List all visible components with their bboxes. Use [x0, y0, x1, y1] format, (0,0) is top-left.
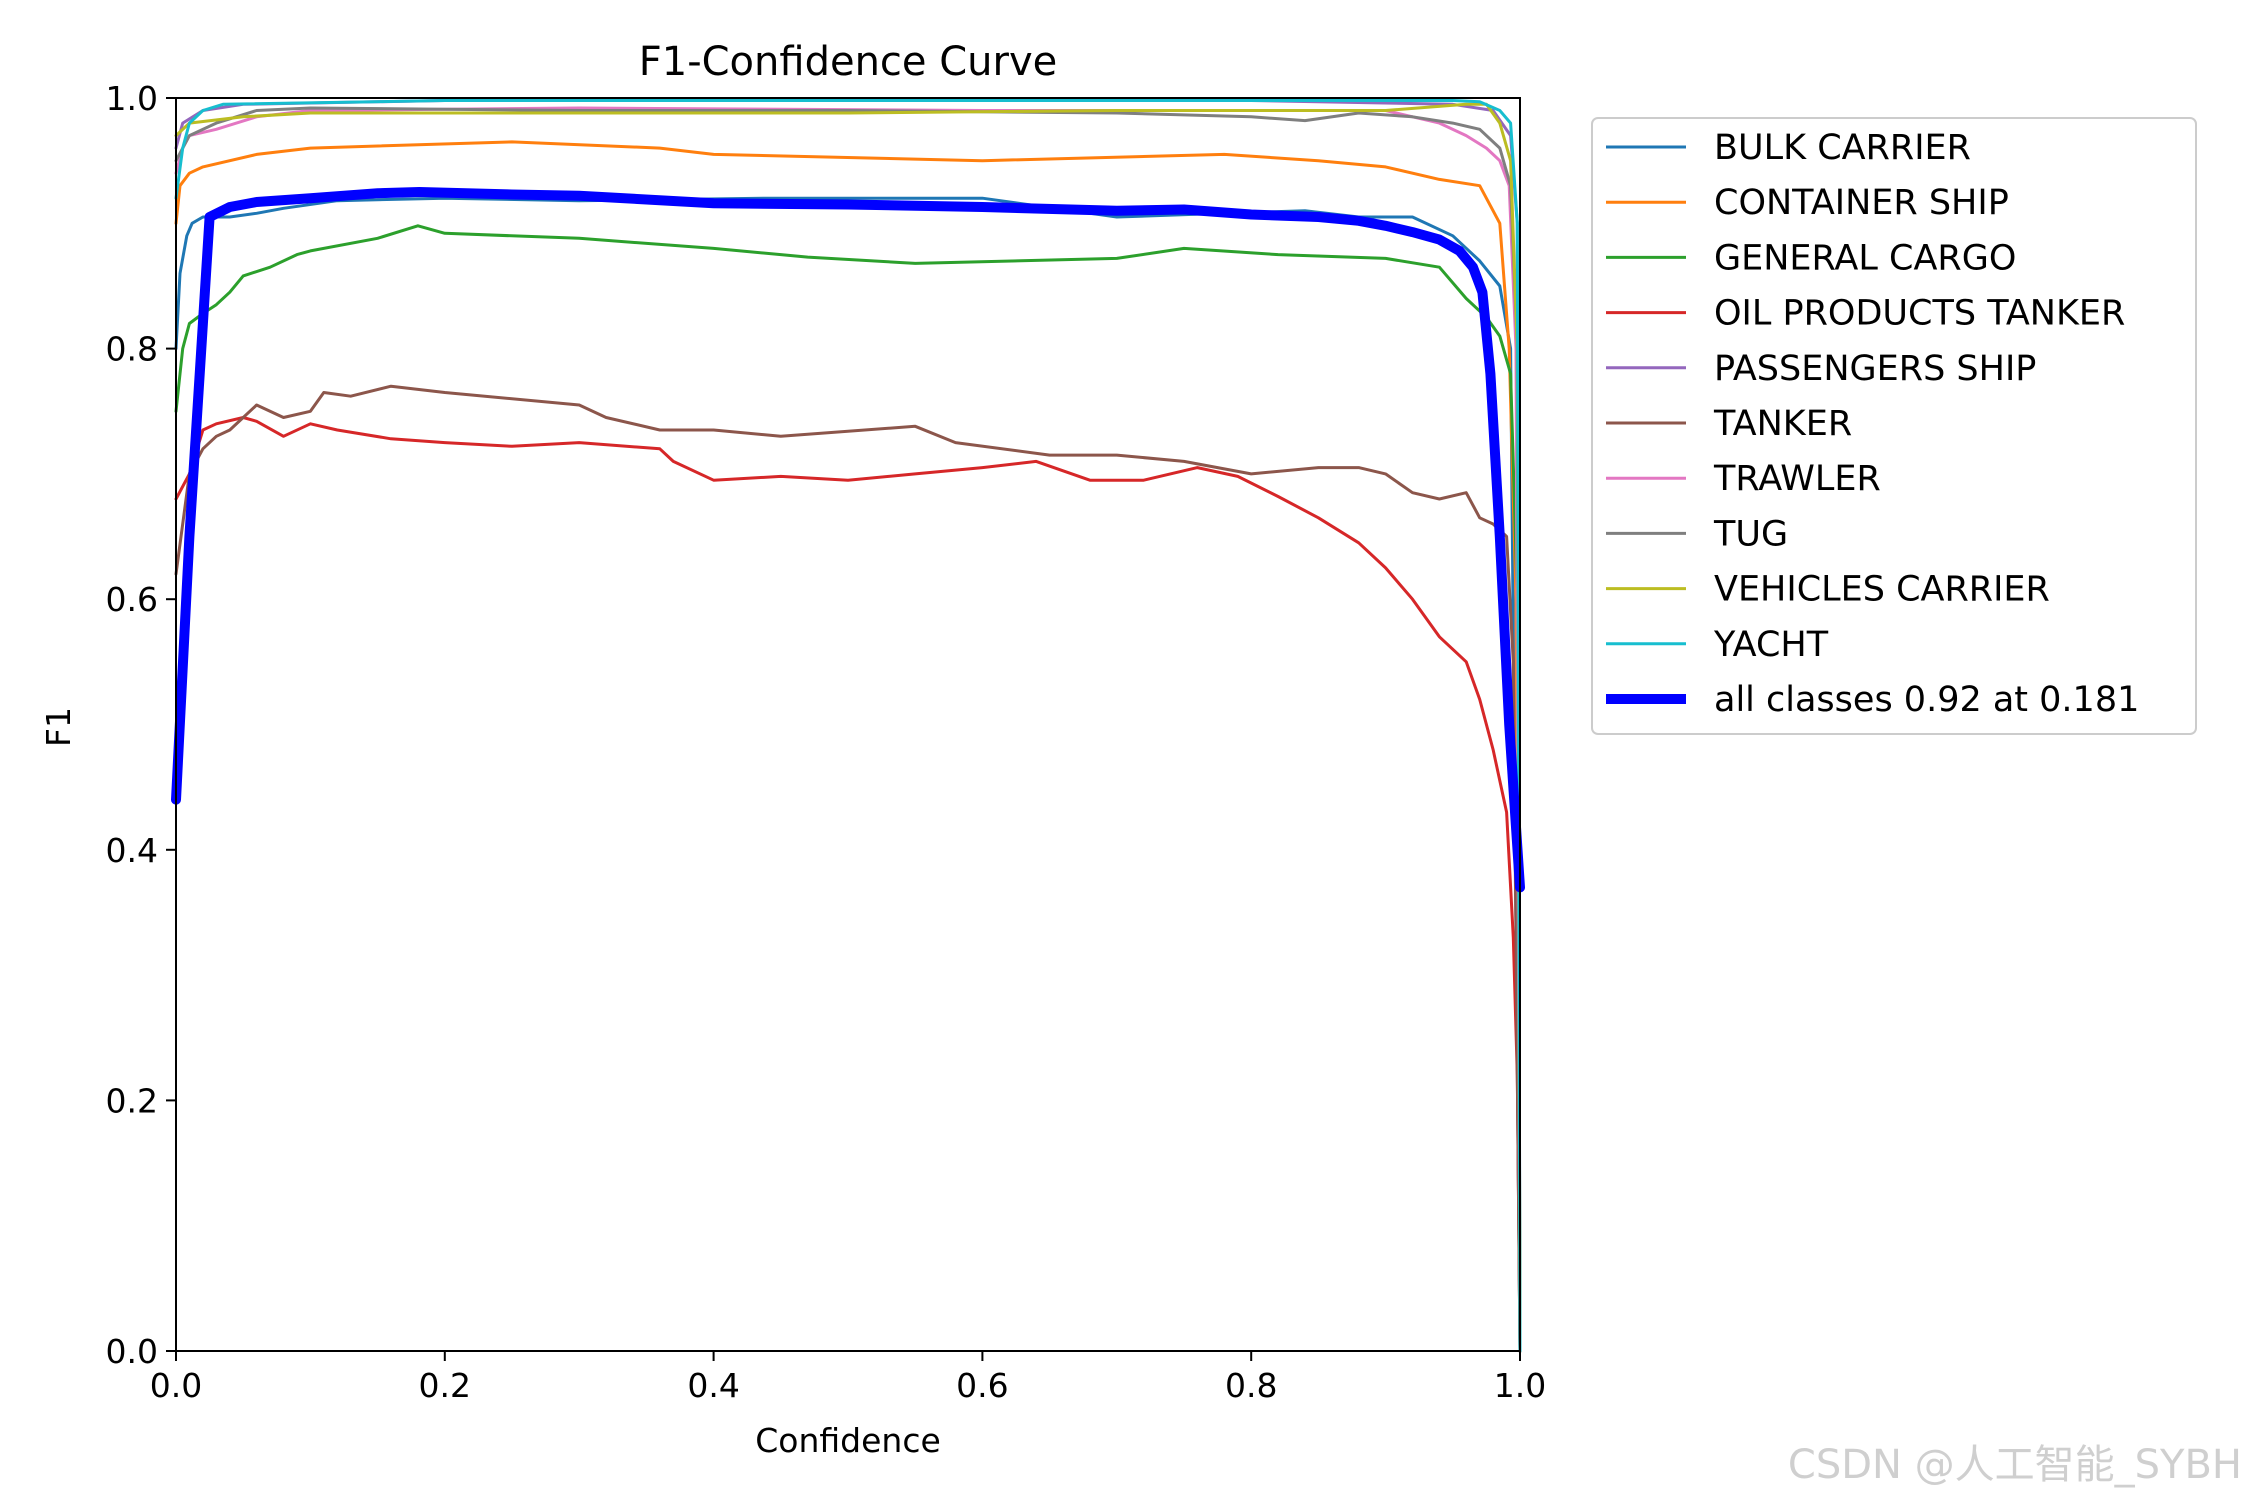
legend-label-3: OIL PRODUCTS TANKER — [1714, 294, 2125, 334]
x-tick-label-3: 0.6 — [956, 1366, 1008, 1405]
y-tick-label-5: 1.0 — [106, 79, 158, 118]
legend-label-7: TUG — [1713, 514, 1788, 554]
y-axis-title: F1 — [39, 707, 78, 747]
watermark: CSDN @人工智能_SYBH — [1787, 1442, 2242, 1488]
series-line-9 — [174, 99, 1522, 1353]
y-tick-label-1: 0.2 — [106, 1081, 158, 1120]
chart-title: F1-Confidence Curve — [639, 39, 1058, 85]
series-line-3 — [174, 416, 1522, 1353]
x-axis-ticks: 0.0 0.2 0.4 0.6 0.8 1.0 — [150, 1351, 1546, 1405]
x-tick-label-5: 1.0 — [1494, 1366, 1546, 1405]
legend-label-2: GENERAL CARGO — [1714, 238, 2016, 278]
series-line-5 — [174, 384, 1522, 1353]
legend-label-0: BULK CARRIER — [1714, 128, 1971, 168]
legend-label-9: YACHT — [1713, 625, 1829, 665]
legend: BULK CARRIER CONTAINER SHIP GENERAL CARGO O… — [1591, 117, 2197, 735]
series-line-10 — [171, 187, 1525, 893]
legend-frame — [1591, 117, 2197, 735]
y-tick-label-3: 0.6 — [106, 580, 158, 619]
series-line-0 — [174, 196, 1522, 1353]
series-line-8 — [174, 102, 1522, 1353]
y-tick-label-2: 0.4 — [106, 831, 158, 870]
legend-label-1: CONTAINER SHIP — [1714, 183, 2009, 223]
legend-label-8: VEHICLES CARRIER — [1714, 570, 2050, 610]
series-line-4 — [174, 99, 1522, 1353]
legend-label-6: TRAWLER — [1713, 459, 1881, 499]
x-tick-label-0: 0.0 — [150, 1366, 202, 1405]
x-tick-label-4: 0.8 — [1225, 1366, 1277, 1405]
y-axis-ticks: 0.0 0.2 0.4 0.6 0.8 1.0 — [106, 79, 176, 1371]
x-axis-title: Confidence — [755, 1421, 941, 1460]
series-line-1 — [174, 140, 1522, 1353]
legend-label-5: TANKER — [1713, 404, 1852, 444]
series-line-2 — [174, 224, 1522, 1353]
series-line-6 — [174, 106, 1522, 1353]
y-tick-label-0: 0.0 — [106, 1332, 158, 1371]
plot-area — [171, 99, 1525, 1353]
series-line-7 — [174, 106, 1522, 1353]
legend-label-4: PASSENGERS SHIP — [1714, 349, 2036, 389]
plot-frame — [175, 97, 1521, 1352]
y-tick-label-4: 0.8 — [106, 330, 158, 369]
x-tick-label-1: 0.2 — [419, 1366, 471, 1405]
x-tick-label-2: 0.4 — [687, 1366, 739, 1405]
legend-label-10: all classes 0.92 at 0.181 — [1714, 680, 2139, 720]
